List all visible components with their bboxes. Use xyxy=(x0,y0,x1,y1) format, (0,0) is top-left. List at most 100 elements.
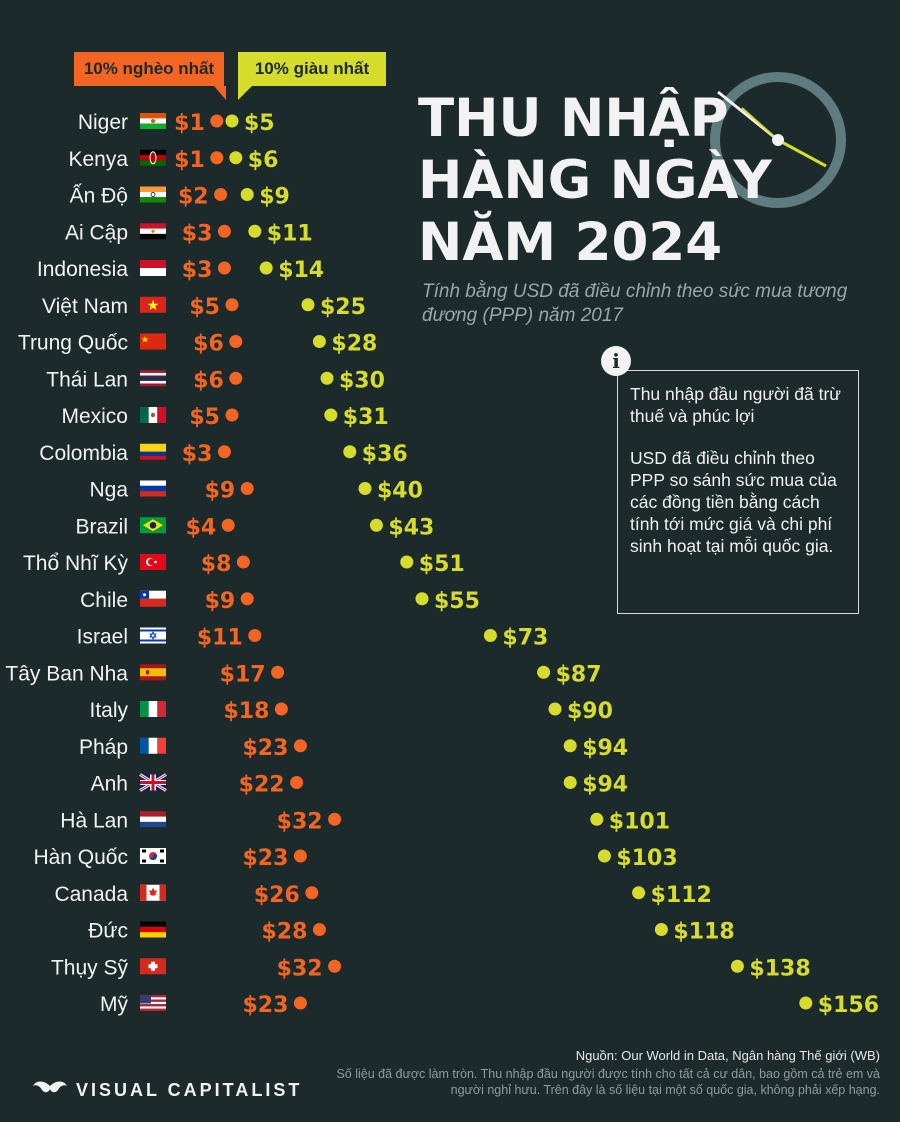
richest-value-label: $43 xyxy=(388,515,434,540)
chart-row: Thái Lan $6 $30 xyxy=(46,368,385,393)
country-label: Nga xyxy=(89,479,128,502)
poorest-dot xyxy=(293,739,307,753)
country-label: Việt Nam xyxy=(42,295,128,318)
poorest-dot xyxy=(214,188,228,201)
chart-row: Tây Ban Nha $17 $87 xyxy=(5,662,601,687)
country-label: Hà Lan xyxy=(60,809,128,832)
poorest-dot xyxy=(217,261,231,275)
chart-row: Việt Nam $5 $25 xyxy=(42,295,366,320)
richest-value-label: $36 xyxy=(362,442,408,467)
page-title-line-1: THU NHẬP xyxy=(418,88,729,149)
country-label: Israel xyxy=(77,626,128,649)
flag-usa-icon xyxy=(140,995,166,1011)
flag-switzerland-icon xyxy=(140,958,166,975)
chart-row: Ấn Độ $2 $9 xyxy=(70,185,290,210)
poorest-dot xyxy=(271,665,285,679)
flag-thailand-icon xyxy=(140,370,166,387)
chart-row: Kenya $1 $6 xyxy=(68,148,278,173)
clock-icon xyxy=(710,72,846,208)
richest-dot xyxy=(537,665,551,679)
richest-value-label: $138 xyxy=(749,956,810,981)
chart-row: Thụy Sỹ $32 $138 xyxy=(51,956,811,981)
richest-dot xyxy=(415,592,429,606)
richest-dot xyxy=(229,151,243,165)
info-text-1: Thu nhập đầu người đã trừ thuế và phúc l… xyxy=(630,384,842,426)
page-subtitle: Tính bằng USD đã điều chỉnh theo sức mua… xyxy=(422,281,848,326)
richest-value-label: $30 xyxy=(339,368,385,393)
richest-dot xyxy=(799,996,813,1010)
country-label: Đức xyxy=(88,920,128,943)
poorest-value-label: $32 xyxy=(277,956,323,981)
richest-dot xyxy=(259,261,273,275)
poorest-dot xyxy=(240,592,254,606)
richest-dot xyxy=(632,886,646,900)
poorest-value-label: $11 xyxy=(197,626,243,651)
legend-richest: 10% giàu nhất xyxy=(238,52,386,86)
poorest-value-label: $5 xyxy=(189,295,220,320)
poorest-value-label: $6 xyxy=(193,368,224,393)
page-title-line-2: HÀNG NGÀY xyxy=(418,150,772,211)
flag-spain-icon xyxy=(140,664,166,681)
richest-dot xyxy=(324,408,338,422)
richest-dot xyxy=(320,371,334,385)
flag-indonesia-icon xyxy=(140,260,166,276)
flag-brazil-icon xyxy=(140,517,166,534)
richest-dot xyxy=(590,812,604,826)
poorest-value-label: $5 xyxy=(189,405,220,430)
country-label: Ấn Độ xyxy=(70,185,128,208)
richest-dot xyxy=(248,224,262,238)
richest-dot xyxy=(240,188,254,201)
chart-row: Anh $22 $94 xyxy=(91,773,629,798)
country-label: Trung Quốc xyxy=(18,332,128,355)
info-icon: i xyxy=(601,346,631,376)
poorest-value-label: $23 xyxy=(242,993,288,1018)
chart-row: Canada $26 $112 xyxy=(54,883,711,908)
richest-value-label: $28 xyxy=(331,332,377,357)
flag-india-icon xyxy=(140,186,166,203)
chart-row: Colombia $3 $36 xyxy=(39,442,407,467)
richest-dot xyxy=(563,776,577,789)
chart-row: Chile $9 $55 xyxy=(80,589,480,614)
poorest-dot xyxy=(221,518,235,532)
poorest-value-label: $2 xyxy=(178,185,209,210)
poorest-dot xyxy=(290,776,304,789)
info-box: Thu nhập đầu người đã trừ thuế và phúc l… xyxy=(617,370,859,614)
chart-row: Trung Quốc $6 $28 xyxy=(18,332,377,357)
poorest-value-label: $22 xyxy=(239,773,285,798)
richest-value-label: $94 xyxy=(582,736,628,761)
richest-value-label: $94 xyxy=(582,773,628,798)
chart-row: Italy $18 $90 xyxy=(89,699,612,724)
poorest-value-label: $9 xyxy=(205,589,236,614)
chart-row: Pháp $23 $94 xyxy=(79,736,628,761)
flag-niger-icon xyxy=(140,113,166,129)
country-label: Canada xyxy=(54,883,128,906)
legend-richest-pointer xyxy=(238,86,252,100)
poorest-value-label: $6 xyxy=(193,332,224,357)
richest-dot xyxy=(225,114,239,128)
poorest-value-label: $1 xyxy=(174,111,205,136)
country-label: Tây Ban Nha xyxy=(5,662,128,685)
richest-value-label: $51 xyxy=(419,552,465,577)
mustache-logo-icon xyxy=(33,1081,67,1093)
flag-korea-icon xyxy=(140,848,166,864)
country-label: Colombia xyxy=(39,442,128,465)
richest-dot xyxy=(483,629,497,642)
chart-row: Nga $9 $40 xyxy=(89,479,422,504)
legend-poorest-pointer xyxy=(214,86,226,100)
country-label: Brazil xyxy=(75,515,128,538)
country-label: Thụy Sỹ xyxy=(51,956,129,979)
richest-value-label: $40 xyxy=(377,479,423,504)
info-text-2: USD đã điều chỉnh theo PPP so sánh sức m… xyxy=(630,448,837,556)
richest-dot xyxy=(312,335,326,348)
flag-netherlands-icon xyxy=(140,811,166,828)
poorest-value-label: $3 xyxy=(182,258,213,283)
poorest-value-label: $8 xyxy=(201,552,232,577)
poorest-dot xyxy=(293,996,307,1010)
richest-value-label: $55 xyxy=(434,589,480,614)
poorest-value-label: $1 xyxy=(174,148,205,173)
country-label: Thái Lan xyxy=(46,368,128,391)
country-label: Hàn Quốc xyxy=(33,846,128,869)
richest-value-label: $25 xyxy=(320,295,366,320)
flag-china-icon xyxy=(140,333,166,350)
